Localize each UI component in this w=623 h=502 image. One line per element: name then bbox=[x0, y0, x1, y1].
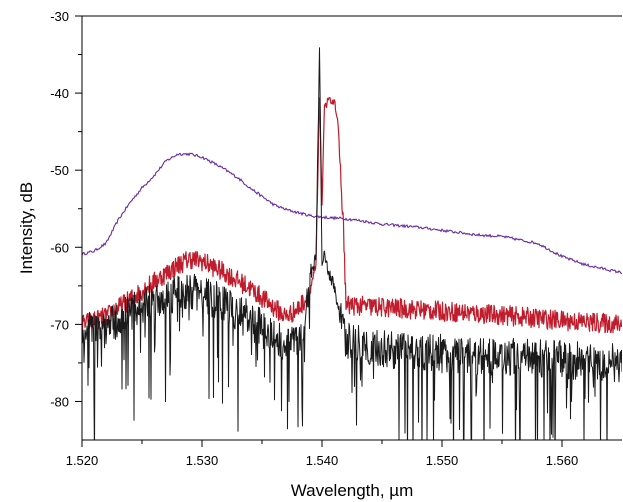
series-red bbox=[82, 97, 622, 334]
x-tick-label: 1.550 bbox=[426, 453, 459, 468]
x-tick-label: 1.530 bbox=[186, 453, 219, 468]
y-tick-label: -70 bbox=[50, 317, 69, 332]
series-black bbox=[82, 47, 622, 440]
y-tick-label: -30 bbox=[50, 9, 69, 24]
x-tick-label: 1.520 bbox=[66, 453, 99, 468]
axes bbox=[75, 15, 622, 447]
y-tick-label: -50 bbox=[50, 163, 69, 178]
tick-labels: 1.520 1.530 1.540 1.550 1.560 -30 -40 -50 -60 -70… bbox=[50, 9, 578, 468]
x-tick-label: 1.560 bbox=[546, 453, 579, 468]
y-axis-label: Intensity, dB bbox=[17, 182, 36, 274]
x-axis-label: Wavelength, µm bbox=[291, 481, 414, 500]
series-purple bbox=[82, 152, 622, 275]
x-tick-label: 1.540 bbox=[306, 453, 339, 468]
series-layer bbox=[82, 47, 622, 440]
y-tick-label: -80 bbox=[50, 394, 69, 409]
y-tick-label: -40 bbox=[50, 86, 69, 101]
y-tick-label: -60 bbox=[50, 240, 69, 255]
